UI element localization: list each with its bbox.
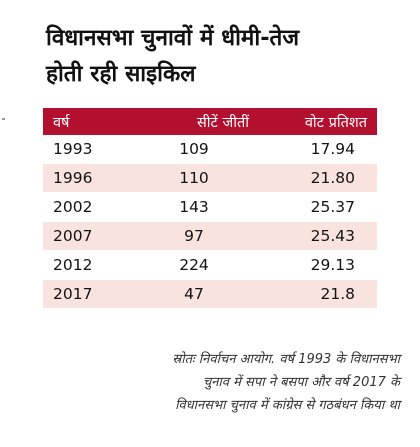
title-line-1: विधानसभा चुनावों में धीमी-तेज [46,25,300,51]
edge-mark [2,118,5,120]
cell-vote-percent: 29.13 [310,256,355,274]
cell-year: 2012 [53,256,93,274]
table-row: 1993 109 17.94 [43,135,377,164]
table-row: 2002 143 25.37 [43,193,377,222]
page-title: विधानसभा चुनावों में धीमी-तेज होती रही स… [46,20,396,92]
header-year: वर्ष [53,114,70,131]
title-line-2: होती रही साइकिल [46,61,196,87]
results-table: वर्ष सीटें जीतीं वोट प्रतिशत 1993 109 17… [43,108,377,309]
table-row: 2012 224 29.13 [43,251,377,280]
source-note: स्रोतः निर्वाचन आयोग. वर्ष 1993 के विधान… [40,348,400,417]
cell-vote-percent: 25.43 [310,227,355,245]
cell-seats: 109 [179,140,209,158]
cell-year: 2002 [53,198,93,216]
cell-year: 1996 [53,169,93,187]
cell-seats: 97 [184,227,204,245]
header-seats: सीटें जीतीं [196,114,249,131]
cell-vote-percent: 21.80 [310,169,355,187]
cell-seats: 110 [179,169,209,187]
cell-year: 2007 [53,227,93,245]
cell-vote-percent: 25.37 [310,198,355,216]
cell-vote-percent: 17.94 [310,140,355,158]
header-vote-percent: वोट प्रतिशत [304,114,367,131]
cell-year: 2017 [53,285,93,303]
table-row: 1996 110 21.80 [43,164,377,193]
source-line-2: चुनाव में सपा ने बसपा और वर्ष 2017 के [202,375,400,390]
cell-seats: 224 [179,256,209,274]
source-line-3: विधानसभा चुनाव में कांग्रेस से गठबंधन कि… [175,398,400,413]
table-header: वर्ष सीटें जीतीं वोट प्रतिशत [43,108,377,135]
table-row: 2007 97 25.43 [43,222,377,251]
source-line-1: स्रोतः निर्वाचन आयोग. वर्ष 1993 के विधान… [172,352,400,367]
cell-year: 1993 [53,140,93,158]
table-row: 2017 47 21.8 [43,280,377,309]
cell-seats: 47 [184,285,204,303]
cell-seats: 143 [179,198,209,216]
cell-vote-percent: 21.8 [320,285,355,303]
